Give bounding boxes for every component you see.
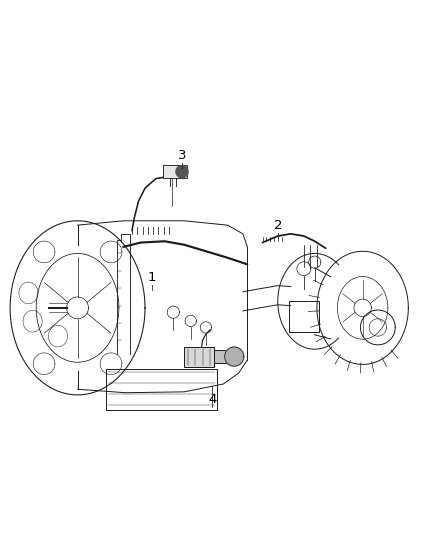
Text: 4: 4 xyxy=(208,393,217,406)
Text: 3: 3 xyxy=(178,149,186,162)
Polygon shape xyxy=(176,166,188,177)
FancyBboxPatch shape xyxy=(163,165,187,178)
Text: 2: 2 xyxy=(273,219,282,232)
FancyBboxPatch shape xyxy=(184,347,214,367)
Text: 1: 1 xyxy=(147,271,156,284)
Polygon shape xyxy=(225,347,244,366)
FancyBboxPatch shape xyxy=(214,350,230,363)
